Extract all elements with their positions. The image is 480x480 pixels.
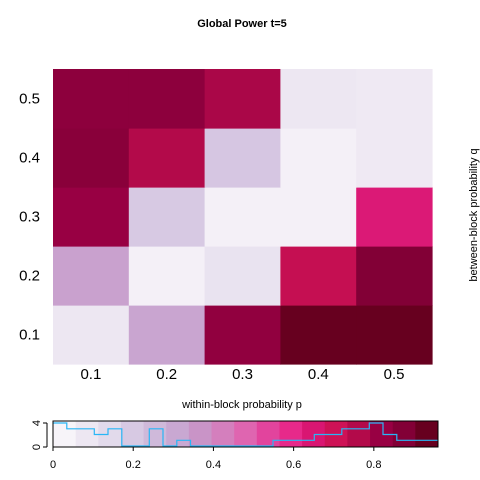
x-tick-label: 0.1 (80, 366, 101, 383)
heatmap-cell (356, 128, 433, 188)
color-legend-tick-label: 0.2 (126, 459, 141, 471)
heatmap-cell (53, 246, 130, 306)
color-legend-swatch (279, 421, 303, 447)
heatmap-cell (204, 128, 281, 188)
heatmap-cell (280, 128, 357, 188)
x-tick-label: 0.5 (384, 366, 405, 383)
heatmap-cell (53, 69, 130, 129)
y-axis-label: between-block probability q (468, 148, 480, 281)
color-legend-tick-label: 0 (50, 459, 56, 471)
color-legend-swatch (188, 421, 213, 447)
color-legend-histogram (53, 422, 438, 447)
heatmap-cell (128, 187, 206, 247)
color-legend-ticks: 0 0.2 0.4 0.6 0.8 (50, 447, 381, 471)
color-legend-swatch (415, 421, 439, 447)
color-legend (53, 421, 439, 447)
x-tick-label: 0.4 (308, 366, 329, 383)
y-tick-label: 0.3 (19, 209, 40, 226)
color-legend-swatch (256, 421, 280, 447)
x-axis-label: within-block probability p (181, 399, 302, 411)
color-legend-swatch (120, 421, 145, 447)
x-tick-label: 0.2 (156, 366, 177, 383)
heatmap-cell (53, 187, 130, 247)
heatmap-cell (128, 305, 206, 365)
color-legend-tick-label: 0.4 (206, 459, 221, 471)
heatmap-cell (53, 305, 130, 365)
color-legend-frame (52, 420, 439, 448)
color-legend-swatch (234, 421, 258, 447)
y-tick-label: 0.4 (19, 150, 40, 167)
histogram-max-label: 4 (31, 420, 43, 426)
histogram-zero-label: 0 (31, 444, 43, 450)
color-legend-swatch (53, 421, 77, 447)
heatmap-cell (204, 69, 281, 129)
y-tick-label: 0.2 (19, 268, 40, 285)
color-legend-swatch (211, 421, 235, 447)
heatmap-cell (280, 246, 357, 306)
color-legend-swatch (98, 421, 122, 447)
heatmap-cells (53, 69, 433, 365)
heatmap-cell (204, 187, 281, 247)
heatmap-cell (128, 246, 206, 306)
y-tick-label: 0.1 (19, 327, 40, 344)
y-tick-labels: 0.1 0.2 0.3 0.4 0.5 (19, 91, 40, 344)
color-legend-swatch (370, 421, 394, 447)
heatmap-cell (356, 69, 433, 129)
y-tick-label: 0.5 (19, 91, 40, 108)
heatmap-cell (128, 69, 206, 129)
heatmap-cell (280, 187, 357, 247)
heatmap-cell (53, 128, 130, 188)
color-legend-tick-label: 0.6 (286, 459, 301, 471)
heatmap-cell (128, 128, 206, 188)
heatmap-cell (280, 69, 357, 129)
heatmap-cell (356, 246, 433, 306)
color-legend-swatch (166, 421, 190, 447)
color-legend-tick-label: 0.8 (366, 459, 381, 471)
color-legend-swatch (75, 421, 99, 447)
color-legend-swatch (347, 421, 371, 447)
heatmap-cell (356, 187, 433, 247)
heatmap-cell (356, 305, 433, 365)
x-tick-labels: 0.1 0.2 0.3 0.4 0.5 (80, 366, 404, 383)
heatmap-cell (280, 305, 357, 365)
heatmap-cell (204, 305, 281, 365)
chart-title: Global Power t=5 (197, 18, 287, 30)
heatmap-cell (204, 246, 281, 306)
histogram-count-axis: 4 0 (31, 420, 48, 450)
x-tick-label: 0.3 (232, 366, 253, 383)
